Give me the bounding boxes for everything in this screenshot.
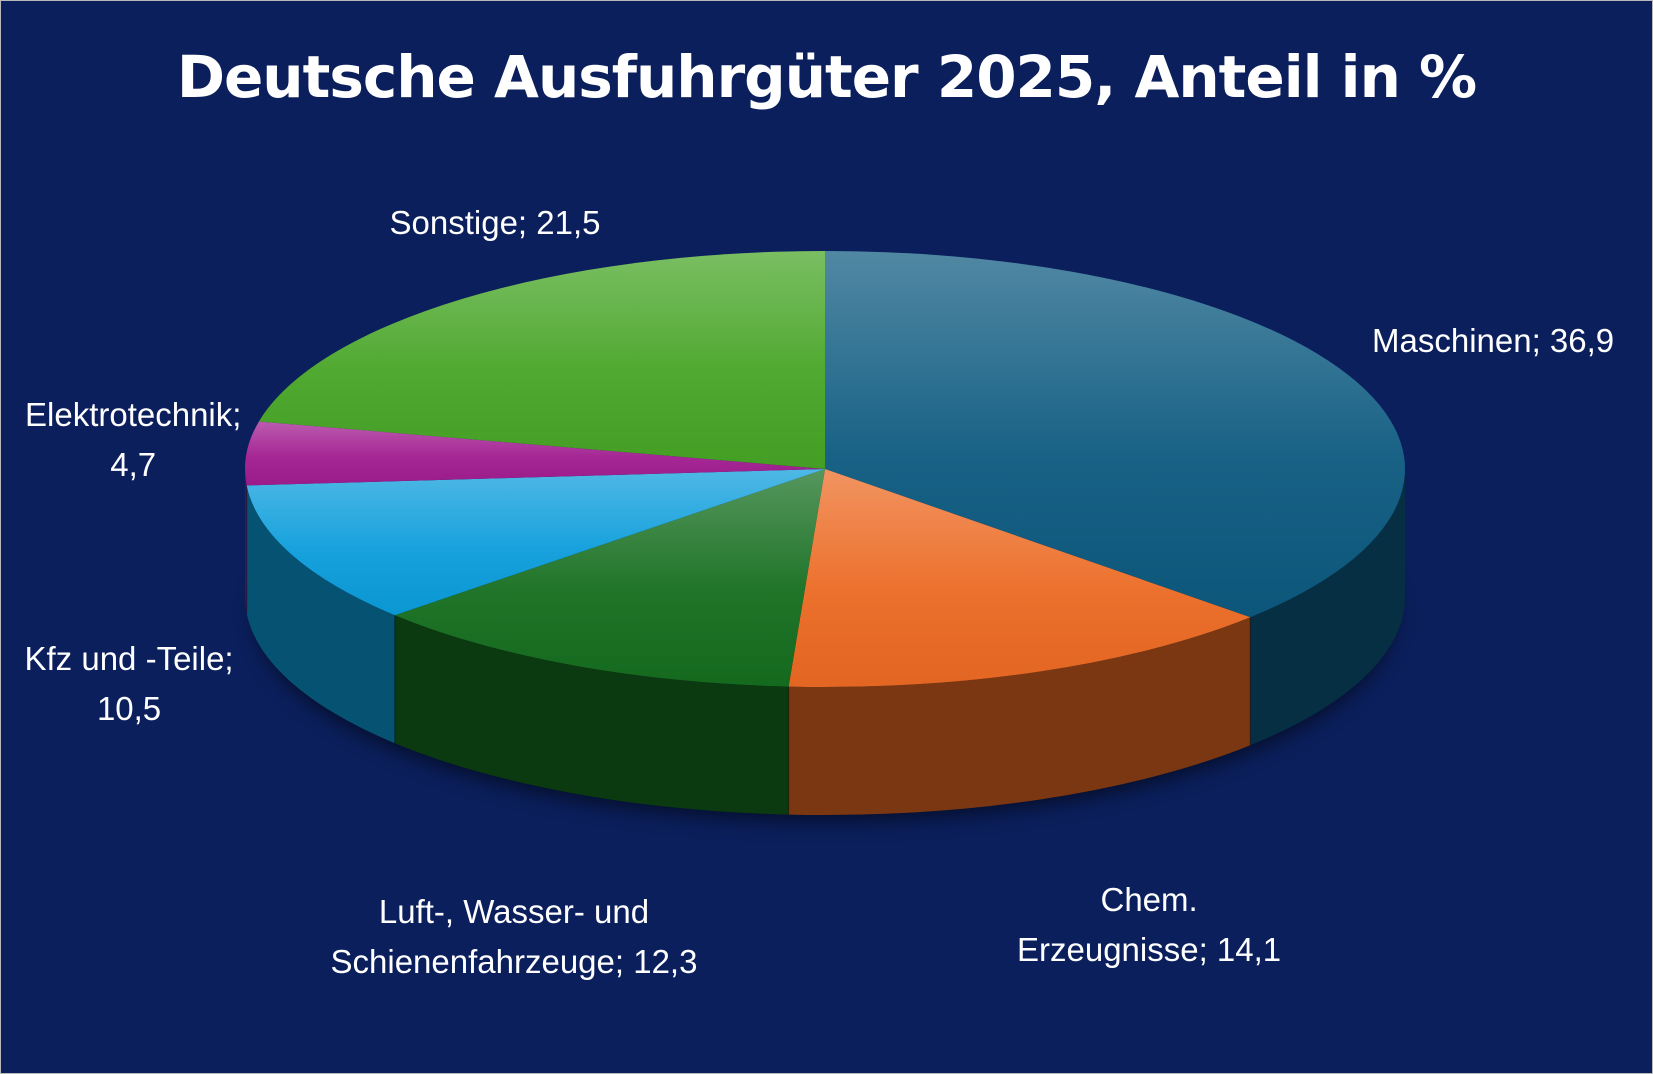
data-label-line: Luft-, Wasser- und	[378, 893, 650, 930]
data-label-line: Kfz und -Teile;	[24, 640, 234, 677]
data-label-line: Elektrotechnik;	[25, 396, 242, 433]
data-label-line: Chem.	[1100, 881, 1198, 918]
pie-side-kfz-und-teile	[246, 485, 395, 744]
pie-slice-sheen-sonstige	[258, 251, 826, 469]
pie-slice-sheen-luft-wasser-und-schienenfahrzeuge	[394, 469, 825, 687]
pie-slice-sheen-maschinen	[825, 251, 1405, 618]
pie-side-elektrotechnik	[245, 469, 247, 614]
pie-side-luft-wasser-und-schienenfahrzeuge	[394, 615, 789, 815]
data-label-line: 10,5	[96, 690, 162, 727]
chart-title: Deutsche Ausfuhrgüter 2025, Anteil in %	[176, 43, 1477, 111]
data-label-line: Sonstige; 21,5	[389, 204, 601, 241]
pie-slice-sheen-kfz-und-teile	[246, 469, 826, 616]
pie-side-chem-erzeugnisse	[788, 617, 1251, 815]
data-label-line: 4,7	[110, 446, 157, 483]
pie-slice-sheen-elektrotechnik	[244, 421, 825, 486]
data-label-elektrotechnik: Elektrotechnik; 4,7	[25, 390, 241, 490]
data-label-line: Maschinen; 36,9	[1372, 322, 1615, 359]
pie-slice-sheen-chem-erzeugnisse	[788, 469, 1251, 687]
data-label-sonstige: Sonstige; 21,5	[390, 198, 601, 248]
data-label-luft-wasser-und-schienenfahrzeuge: Luft-, Wasser- und Schienenfahrzeuge; 12,…	[331, 887, 698, 987]
data-label-maschinen: Maschinen; 36,9	[1372, 316, 1614, 366]
data-label-chem-erzeugnisse: Chem. Erzeugnisse; 14,1	[1017, 875, 1281, 975]
data-label-line: Erzeugnisse; 14,1	[1017, 931, 1282, 968]
data-label-line: Schienenfahrzeuge; 12,3	[330, 943, 698, 980]
data-label-kfz-und-teile: Kfz und -Teile; 10,5	[25, 634, 234, 734]
pie-side-maschinen	[1250, 469, 1405, 746]
